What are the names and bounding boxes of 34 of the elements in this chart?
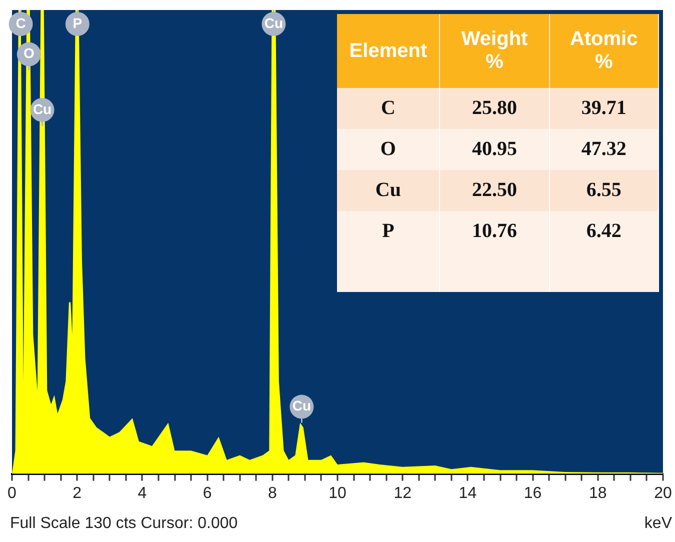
text: Full Scale 130 cts Cursor: 0.000 [10, 515, 238, 532]
annotation: C [16, 14, 26, 31]
x-tick-label: 16 [524, 484, 542, 502]
data-label: 47.32 [549, 129, 658, 170]
x-tick-label: 20 [654, 484, 672, 502]
data-label: 40.95 [440, 129, 550, 170]
x-tick-label: 4 [138, 484, 147, 502]
x-tick-label: 10 [328, 484, 346, 502]
x-tick-label: 2 [72, 484, 82, 502]
data-label: 25.80 [440, 88, 550, 129]
data-label: 6.55 [549, 170, 658, 211]
category-label: O [337, 129, 440, 170]
x-tick-label: 6 [202, 484, 212, 502]
x-tick-label: 12 [394, 484, 412, 502]
series-label: Atomic % [549, 14, 658, 88]
annotation: Cu [292, 398, 312, 414]
category-label: C [337, 88, 440, 129]
annotation: Cu [264, 14, 284, 31]
x-tick-label: 8 [268, 484, 277, 502]
data-label: 6.42 [549, 211, 658, 252]
x-tick-label: 18 [589, 484, 607, 502]
category-label: P [337, 211, 440, 252]
data-label: 39.71 [549, 88, 658, 129]
x-axis-title: keV [644, 515, 672, 532]
x-tick-label: 0 [8, 484, 17, 502]
data-label: 22.50 [440, 170, 550, 211]
series-label: Weight % [440, 14, 550, 88]
data-label: 10.76 [440, 211, 550, 252]
annotation: O [23, 45, 34, 62]
annotation: P [72, 14, 82, 31]
x-tick-label: 14 [458, 484, 477, 502]
annotation: Cu [32, 100, 52, 117]
text: Element [337, 14, 440, 88]
category-label: Cu [337, 170, 440, 211]
